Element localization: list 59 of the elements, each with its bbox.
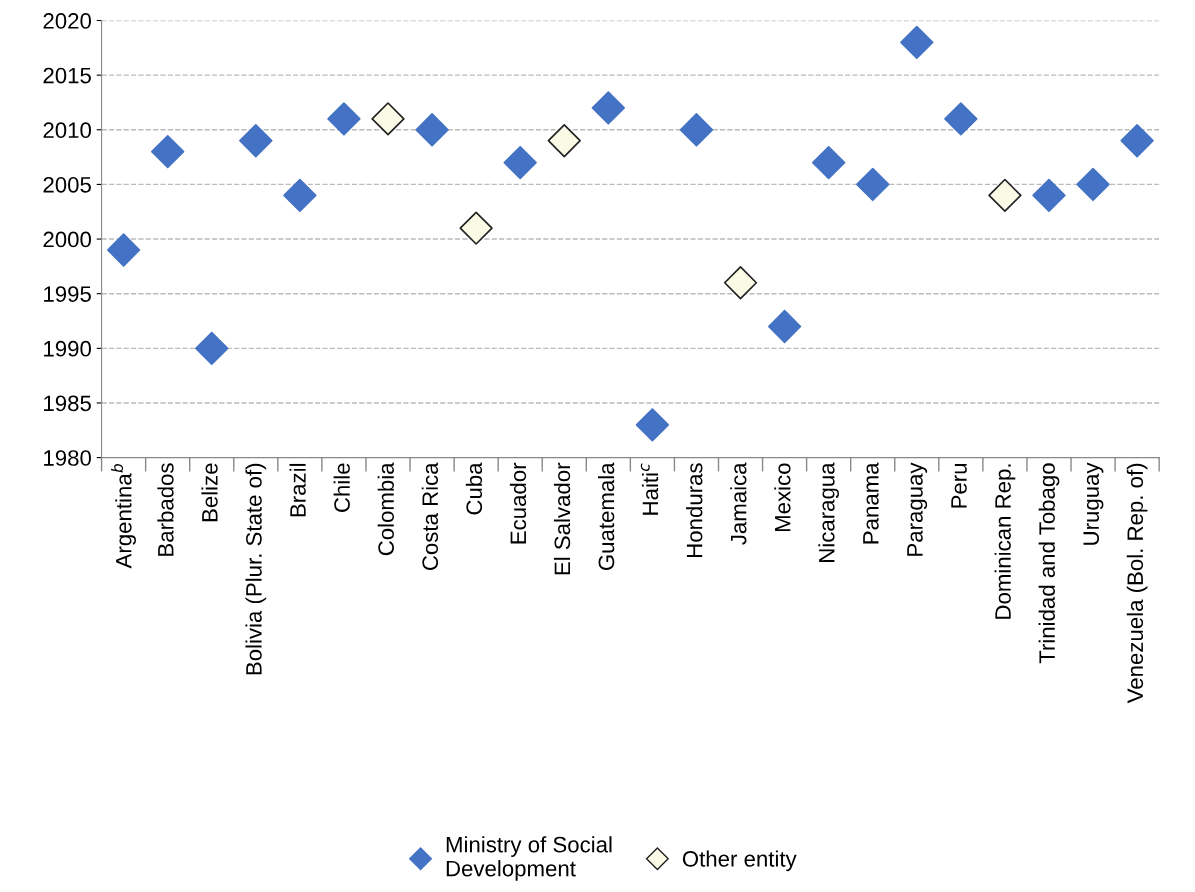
point [1076, 167, 1110, 202]
x-tick-label: Chile [333, 463, 350, 512]
point [767, 309, 802, 344]
x-tick-label: Argentina$^{b}$ [111, 463, 136, 569]
x-tick-label: Belize [201, 463, 218, 522]
legend-label: Ministry of Social Development [446, 836, 612, 881]
y-tick-label: 2020 [43, 13, 91, 29]
y-tick-label: 1990 [44, 340, 91, 357]
x-tick-label: Trinidad and Tobago [1038, 463, 1060, 664]
y-tick-label: 2010 [43, 122, 91, 139]
point [679, 113, 714, 147]
x-tick-label: Panama [863, 462, 879, 544]
point [106, 233, 141, 267]
point [459, 211, 493, 245]
x-tick-label: Haiti$^{c}$ [640, 463, 659, 515]
x-tick-label: Honduras [686, 463, 703, 557]
point [635, 408, 670, 442]
y-tick-label: 2000 [43, 231, 91, 248]
x-tick-label: Paraguay [907, 462, 928, 556]
x-tick-label: Peru [951, 463, 967, 508]
x-tick-label: El Salvador [553, 462, 571, 575]
y-tick-label: 1995 [44, 286, 91, 302]
point [1120, 124, 1154, 158]
point [811, 145, 846, 180]
point [283, 178, 317, 213]
y-tick-label: 1985 [44, 395, 91, 412]
point [151, 134, 185, 169]
point [195, 331, 229, 365]
y-tick-label: 2005 [43, 176, 91, 193]
point [988, 178, 1022, 213]
x-tick-label: Dominican Rep. [994, 464, 1016, 619]
y-tick-label: 1980 [44, 450, 91, 466]
x-tick-label: Bolivia (Plur. State of) [245, 463, 267, 675]
y-tick-label: 2015 [43, 67, 91, 84]
point [547, 124, 581, 158]
legend-label: Other entity [682, 850, 797, 872]
x-tick-label: Venezuela (Bol. Rep. of) [1126, 463, 1148, 704]
point [900, 25, 934, 60]
point [1032, 178, 1066, 213]
x-tick-label: Colombia [377, 462, 394, 556]
x-tick-label: Guatemala [597, 462, 615, 571]
x-tick-label: Nicaragua [818, 462, 840, 562]
point [327, 102, 361, 136]
point [944, 102, 978, 136]
x-tick-label: Ecuador [509, 462, 527, 544]
x-tick-label: Mexico [774, 463, 791, 532]
point [371, 102, 405, 136]
point [415, 113, 449, 147]
x-tick-label: Brazil [289, 463, 306, 517]
x-tick-label: Costa Rica [421, 462, 439, 571]
point [723, 266, 758, 300]
x-tick-label: Cuba [465, 462, 483, 515]
point [503, 145, 537, 180]
x-tick-label: Barbados [157, 463, 174, 556]
point [591, 91, 625, 125]
point [239, 124, 273, 158]
point [856, 167, 890, 202]
x-tick-label: Uruguay [1083, 462, 1104, 545]
x-tick-label: Jamaica [730, 462, 747, 545]
